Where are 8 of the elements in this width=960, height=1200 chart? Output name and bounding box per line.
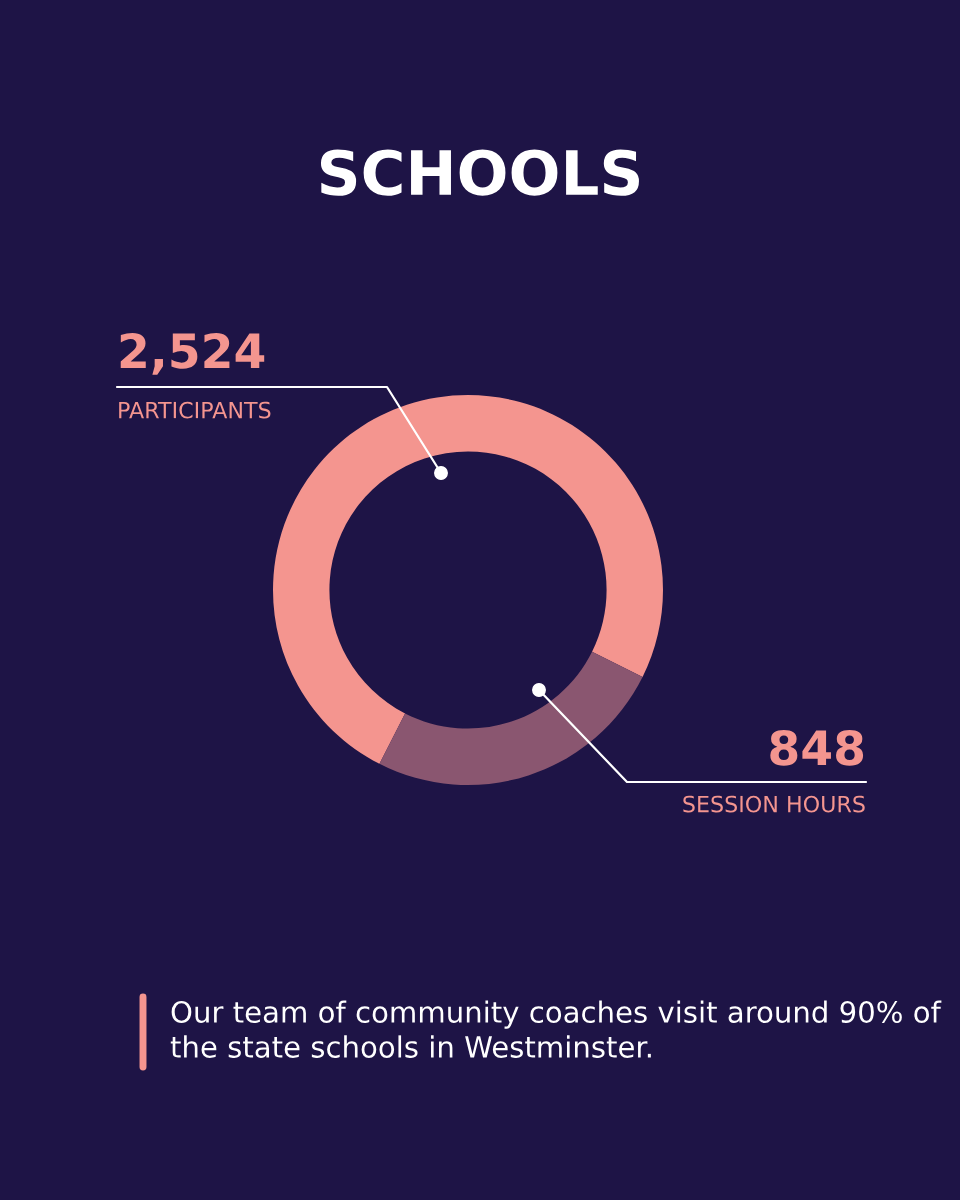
slice-label: PARTICIPANTS [119, 401, 271, 419]
chart-title: SCHOOLS [320, 149, 639, 196]
donut-slice [379, 651, 643, 785]
slice-label: SESSION HOURS [683, 795, 865, 813]
data-label: 2,524 [120, 332, 265, 375]
text: Our team of community coaches visit around 90% of the state schools in Westminster. [170, 1000, 942, 1058]
data-label: 848 [770, 729, 864, 766]
donut-slice [273, 395, 663, 764]
